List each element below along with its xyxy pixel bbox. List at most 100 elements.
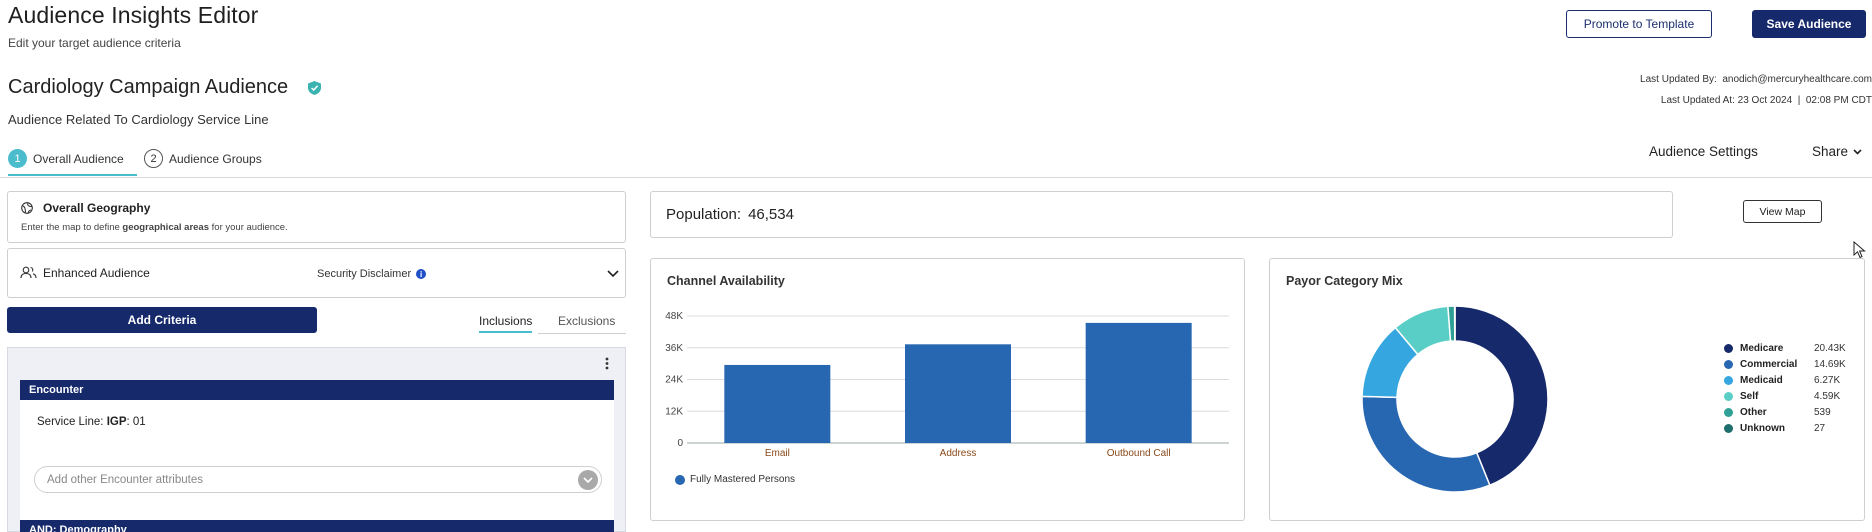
legend-label: Medicare xyxy=(1740,342,1784,354)
last-updated-by-label: Last Updated By: xyxy=(1640,74,1717,85)
enhanced-audience-title: Enhanced Audience xyxy=(43,266,150,280)
legend-label: Self xyxy=(1740,390,1759,402)
last-updated-time: 02:08 PM CDT xyxy=(1805,95,1872,106)
y-tick-label: 48K xyxy=(665,311,683,322)
tabs-divider xyxy=(0,177,1872,178)
legend-label: Medicaid xyxy=(1740,374,1783,386)
info-icon: i xyxy=(416,269,427,279)
chart-legend: Fully Mastered Persons xyxy=(675,474,795,485)
inclusions-underline xyxy=(479,331,532,333)
save-audience-button[interactable]: Save Audience xyxy=(1752,10,1866,38)
bar[interactable] xyxy=(724,364,831,443)
last-updated-by-value: anodich@mercuryhealthcare.com xyxy=(1722,74,1872,85)
donut-slice[interactable] xyxy=(1361,395,1491,493)
security-disclaimer[interactable]: Security Disclaimer i xyxy=(317,268,427,280)
y-tick-label: 36K xyxy=(665,343,683,354)
page-title: Audience Insights Editor xyxy=(8,2,259,28)
tab-inclusions[interactable]: Inclusions xyxy=(479,314,533,328)
more-vertical-icon[interactable] xyxy=(605,357,609,370)
page-subtitle: Edit your target audience criteria xyxy=(8,36,181,50)
share-menu[interactable]: Share xyxy=(1812,144,1862,159)
globe-icon xyxy=(21,202,33,214)
payor-category-mix-card: Payor Category Mix Medicare 20.43K Commerc… xyxy=(1269,258,1865,521)
legend-item[interactable]: Medicaid 6.27K xyxy=(1724,372,1846,388)
legend-label: Fully Mastered Persons xyxy=(690,474,796,485)
encounter-body: Service Line: IGP: 01 Add other Encounte… xyxy=(20,400,614,520)
encounter-attributes-input[interactable]: Add other Encounter attributes xyxy=(34,466,602,493)
share-label: Share xyxy=(1812,144,1849,159)
audience-settings-link[interactable]: Audience Settings xyxy=(1649,144,1758,159)
chevron-down-icon[interactable] xyxy=(607,270,619,278)
legend-label: Other xyxy=(1740,406,1767,418)
channel-availability-card: Channel Availability 0 12K 24K 36K 48K Email A… xyxy=(650,258,1245,521)
bar[interactable] xyxy=(905,344,1011,443)
legend-item[interactable]: Commercial 14.69K xyxy=(1724,356,1846,372)
donut-slice[interactable] xyxy=(1454,305,1549,487)
legend-value: 14.69K xyxy=(1814,358,1846,370)
population-label: Population: xyxy=(666,206,742,223)
tab-number: 1 xyxy=(8,149,27,168)
legend-value: 27 xyxy=(1814,422,1826,434)
mouse-cursor-icon xyxy=(1853,241,1866,259)
channel-availability-chart: 0 12K 24K 36K 48K Email Address Outbound Call xyxy=(665,311,1229,459)
audience-description: Audience Related To Cardiology Service L… xyxy=(8,112,269,127)
tab-overall-audience[interactable]: 1 Overall Audience xyxy=(8,149,124,168)
overall-geography-card[interactable]: Overall Geography Enter the map to defin… xyxy=(7,191,626,243)
add-criteria-button[interactable]: Add Criteria xyxy=(7,307,317,333)
users-icon xyxy=(20,266,37,279)
legend-item[interactable]: Medicare 20.43K xyxy=(1724,340,1846,356)
verified-shield-icon xyxy=(308,81,321,95)
last-updated-at: Last Updated At: 23 Oct 2024 | 02:08 PM … xyxy=(1660,95,1872,106)
service-line-criterion: Service Line: IGP: 01 xyxy=(37,416,146,428)
payor-donut-chart xyxy=(1361,305,1549,493)
last-updated-at-label: Last Updated At: xyxy=(1660,95,1735,106)
x-category-label: Email xyxy=(765,448,790,459)
last-updated-by: Last Updated By: anodich@mercuryhealthca… xyxy=(1640,74,1872,85)
attr-placeholder: Add other Encounter attributes xyxy=(47,473,203,486)
tab-exclusions[interactable]: Exclusions xyxy=(558,314,616,328)
y-tick-label: 24K xyxy=(665,375,683,386)
security-disclaimer-label: Security Disclaimer xyxy=(317,268,412,280)
legend-value: 20.43K xyxy=(1814,342,1846,354)
geography-title: Overall Geography xyxy=(43,201,151,215)
active-tab-indicator xyxy=(8,174,137,176)
geography-description: Enter the map to define geographical are… xyxy=(21,222,288,233)
legend-swatch xyxy=(675,474,685,485)
criteria-panel: Encounter Service Line: IGP: 01 Add othe… xyxy=(7,347,626,532)
x-category-label: Outbound Call xyxy=(1107,448,1171,459)
legend-value: 6.27K xyxy=(1814,374,1841,386)
legend-swatch xyxy=(1724,407,1733,417)
view-map-button[interactable]: View Map xyxy=(1743,200,1822,223)
legend-swatch xyxy=(1724,391,1733,401)
legend-item[interactable]: Unknown 27 xyxy=(1724,420,1846,436)
legend-item[interactable]: Other 539 xyxy=(1724,404,1846,420)
exclusions-underline xyxy=(538,333,626,334)
add-attribute-button[interactable] xyxy=(578,470,598,490)
chevron-down-icon xyxy=(1853,148,1862,155)
legend-label: Unknown xyxy=(1740,422,1785,434)
y-tick-label: 0 xyxy=(677,438,683,449)
legend-swatch xyxy=(1724,375,1733,385)
population-value: 46,534 xyxy=(748,206,794,223)
legend-value: 4.59K xyxy=(1814,390,1841,402)
chart-title: Channel Availability xyxy=(667,274,785,288)
chart-title: Payor Category Mix xyxy=(1286,274,1403,288)
enhanced-audience-card[interactable]: Enhanced Audience Security Disclaimer i xyxy=(7,248,626,298)
legend-item[interactable]: Self 4.59K xyxy=(1724,388,1846,404)
legend-swatch xyxy=(1724,359,1733,369)
tab-label: Audience Groups xyxy=(169,151,262,166)
chevron-down-icon xyxy=(583,477,593,483)
tab-audience-groups[interactable]: 2 Audience Groups xyxy=(144,149,262,168)
legend-swatch xyxy=(1724,343,1733,353)
demography-header: AND: Demography xyxy=(20,520,614,532)
audience-name: Cardiology Campaign Audience xyxy=(8,76,289,98)
promote-to-template-button[interactable]: Promote to Template xyxy=(1566,10,1712,38)
legend-label: Commercial xyxy=(1740,358,1798,370)
legend-value: 539 xyxy=(1814,406,1831,418)
legend-swatch xyxy=(1724,423,1733,433)
tab-label: Overall Audience xyxy=(33,151,124,166)
payor-legend: Medicare 20.43K Commercial 14.69K Medicaid 6.… xyxy=(1724,340,1846,436)
encounter-header: Encounter xyxy=(20,380,614,400)
x-category-label: Address xyxy=(940,448,977,459)
bar[interactable] xyxy=(1085,322,1192,443)
